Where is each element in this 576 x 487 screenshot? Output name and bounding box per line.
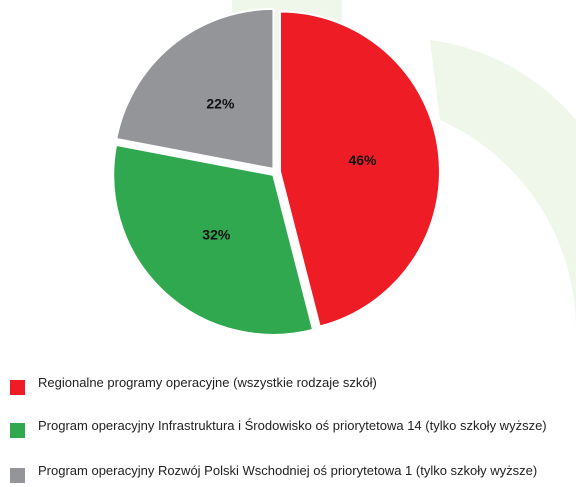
data-label: 46% xyxy=(348,152,377,168)
pie-slice xyxy=(112,143,315,336)
legend-swatch xyxy=(10,423,25,438)
legend-item: Regionalne programy operacyjne (wszystki… xyxy=(10,374,570,395)
data-label: 32% xyxy=(202,226,231,242)
pie-slice xyxy=(115,7,275,171)
legend-item: Program operacyjny Infrastruktura i Środ… xyxy=(10,417,570,438)
legend-swatch xyxy=(10,468,25,483)
legend-swatch xyxy=(10,380,25,395)
pie-slice xyxy=(278,10,441,328)
data-label: 22% xyxy=(206,96,235,112)
legend-label: Regionalne programy operacyjne (wszystki… xyxy=(38,375,377,390)
legend-label: Program operacyjny Infrastruktura i Środ… xyxy=(38,418,547,433)
legend-label: Program operacyjny Rozwój Polski Wschodn… xyxy=(38,463,538,478)
pie: 46% 32% 22% xyxy=(112,7,441,336)
legend-item: Program operacyjny Rozwój Polski Wschodn… xyxy=(10,462,570,483)
